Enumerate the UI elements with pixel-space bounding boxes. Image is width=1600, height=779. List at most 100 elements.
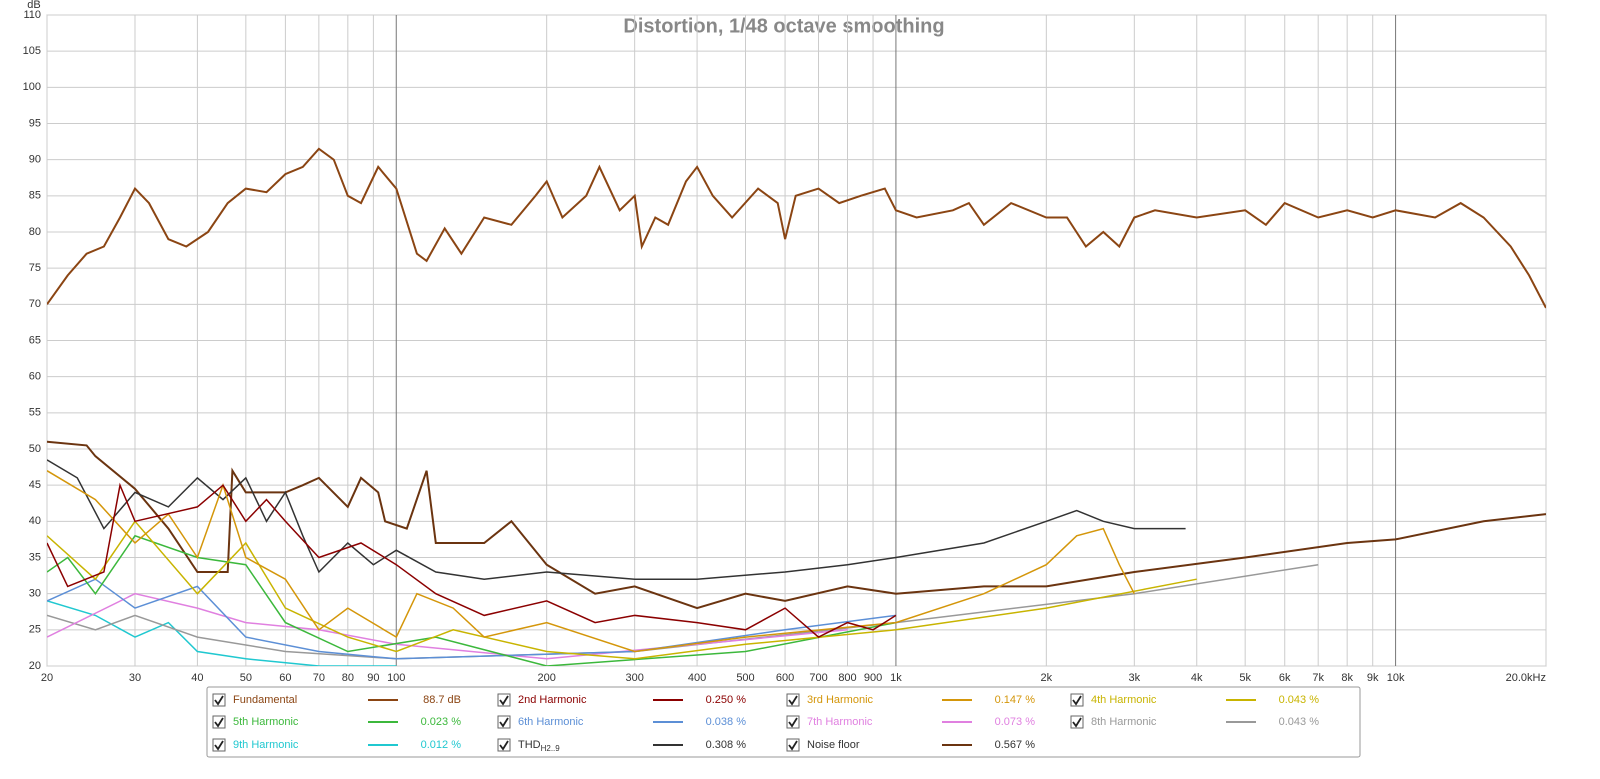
legend-label-text: 3rd Harmonic <box>807 694 874 706</box>
x-tick-label: 4k <box>1191 672 1203 684</box>
chart-title: Distortion, 1/48 octave smoothing <box>623 15 944 37</box>
y-tick-label: 25 <box>29 624 41 636</box>
x-tick-label: 900 <box>864 672 882 684</box>
y-tick-label: 55 <box>29 407 41 419</box>
legend-checkbox <box>497 738 511 752</box>
legend-check <box>788 740 798 751</box>
legend-label-text: 7th Harmonic <box>807 716 873 728</box>
legend-check <box>499 740 509 751</box>
legend-label: 9th Harmonic <box>233 739 299 751</box>
y-tick-label: 90 <box>29 154 41 166</box>
y-tick-label: 40 <box>29 515 41 527</box>
x-tick-label: 80 <box>342 672 354 684</box>
series-line <box>47 482 897 638</box>
x-tick-label: 400 <box>688 672 706 684</box>
legend-label-text: THD <box>518 739 541 751</box>
legend-value: 0.308 % <box>706 739 747 751</box>
x-tick-label: 100 <box>387 672 405 684</box>
x-tick-label: 20.0kHz <box>1506 672 1546 684</box>
x-tick-label: 6k <box>1279 672 1291 684</box>
legend-checkbox <box>1070 693 1084 707</box>
series-line <box>47 563 1319 660</box>
series-line <box>47 600 397 666</box>
y-tick-label: 105 <box>23 45 41 57</box>
y-tick-label: 65 <box>29 334 41 346</box>
y-tick-label: 70 <box>29 298 41 310</box>
legend-checkbox <box>1070 715 1084 729</box>
y-tick-label: 95 <box>29 117 41 129</box>
legend-value: 0.038 % <box>706 716 747 728</box>
legend-label: 5th Harmonic <box>233 716 299 728</box>
x-tick-label: 60 <box>279 672 291 684</box>
y-tick-label: 50 <box>29 443 41 455</box>
legend-label-sub: H2..9 <box>541 744 561 753</box>
x-tick-label: 30 <box>129 672 141 684</box>
legend-checkbox <box>212 693 226 707</box>
y-tick-label: 80 <box>29 226 41 238</box>
legend-check <box>788 717 798 728</box>
legend-label: THDH2..9 <box>518 739 560 753</box>
legend-label-text: Fundamental <box>233 694 297 706</box>
legend-label: Fundamental <box>233 694 297 706</box>
series-line <box>47 440 1546 610</box>
legend-label: Noise floor <box>807 739 860 751</box>
legend-check <box>499 717 509 728</box>
y-tick-label: 85 <box>29 190 41 202</box>
series-line <box>47 578 896 660</box>
legend-label: 8th Harmonic <box>1091 716 1157 728</box>
x-tick-label: 40 <box>191 672 203 684</box>
legend-check <box>499 695 509 706</box>
legend-check <box>214 740 224 751</box>
x-tick-label: 5k <box>1239 672 1251 684</box>
y-tick-label: 30 <box>29 588 41 600</box>
x-tick-label: 2k <box>1041 672 1053 684</box>
legend-value: 0.147 % <box>995 694 1036 706</box>
x-tick-label: 90 <box>367 672 379 684</box>
x-tick-label: 200 <box>537 672 555 684</box>
plot-lines <box>47 147 1546 666</box>
legend-value: 0.250 % <box>706 694 747 706</box>
x-tick-label: 10k <box>1387 672 1405 684</box>
legend-check <box>1072 717 1082 728</box>
legend-value: 0.012 % <box>421 739 462 751</box>
series-line <box>47 147 1546 309</box>
x-tick-label: 20 <box>41 672 53 684</box>
legend-value: 0.073 % <box>995 716 1036 728</box>
legend-checkbox <box>212 738 226 752</box>
y-tick-label: 45 <box>29 479 41 491</box>
legend-label: 6th Harmonic <box>518 716 584 728</box>
y-axis-label: dB <box>27 0 40 11</box>
legend-label-text: 2nd Harmonic <box>518 694 587 706</box>
y-tick-label: 75 <box>29 262 41 274</box>
y-tick-label: 20 <box>29 660 41 672</box>
x-tick-label: 500 <box>736 672 754 684</box>
x-tick-label: 3k <box>1129 672 1141 684</box>
x-tick-label: 9k <box>1367 672 1379 684</box>
x-tick-label: 50 <box>240 672 252 684</box>
legend-checkbox <box>786 715 800 729</box>
legend-value: 0.567 % <box>995 739 1036 751</box>
legend-checkbox <box>497 715 511 729</box>
legend-value: 88.7 dB <box>423 694 461 706</box>
x-tick-label: 7k <box>1312 672 1324 684</box>
series-line <box>47 520 1197 660</box>
series-line <box>47 534 897 666</box>
legend-check <box>788 695 798 706</box>
x-tick-label: 70 <box>313 672 325 684</box>
legend-check <box>214 695 224 706</box>
legend-checkbox <box>212 715 226 729</box>
series-line <box>47 459 1186 580</box>
legend-label: 4th Harmonic <box>1091 694 1157 706</box>
x-tick-label: 800 <box>838 672 856 684</box>
x-tick-label: 700 <box>809 672 827 684</box>
x-tick-label: 300 <box>625 672 643 684</box>
series-line <box>47 470 1135 653</box>
x-tick-label: 8k <box>1341 672 1353 684</box>
legend-checkbox <box>786 693 800 707</box>
legend-label-text: 5th Harmonic <box>233 716 299 728</box>
legend-value: 0.043 % <box>1279 716 1320 728</box>
legend-label: 2nd Harmonic <box>518 694 587 706</box>
legend-check <box>1072 695 1082 706</box>
legend-label: 7th Harmonic <box>807 716 873 728</box>
